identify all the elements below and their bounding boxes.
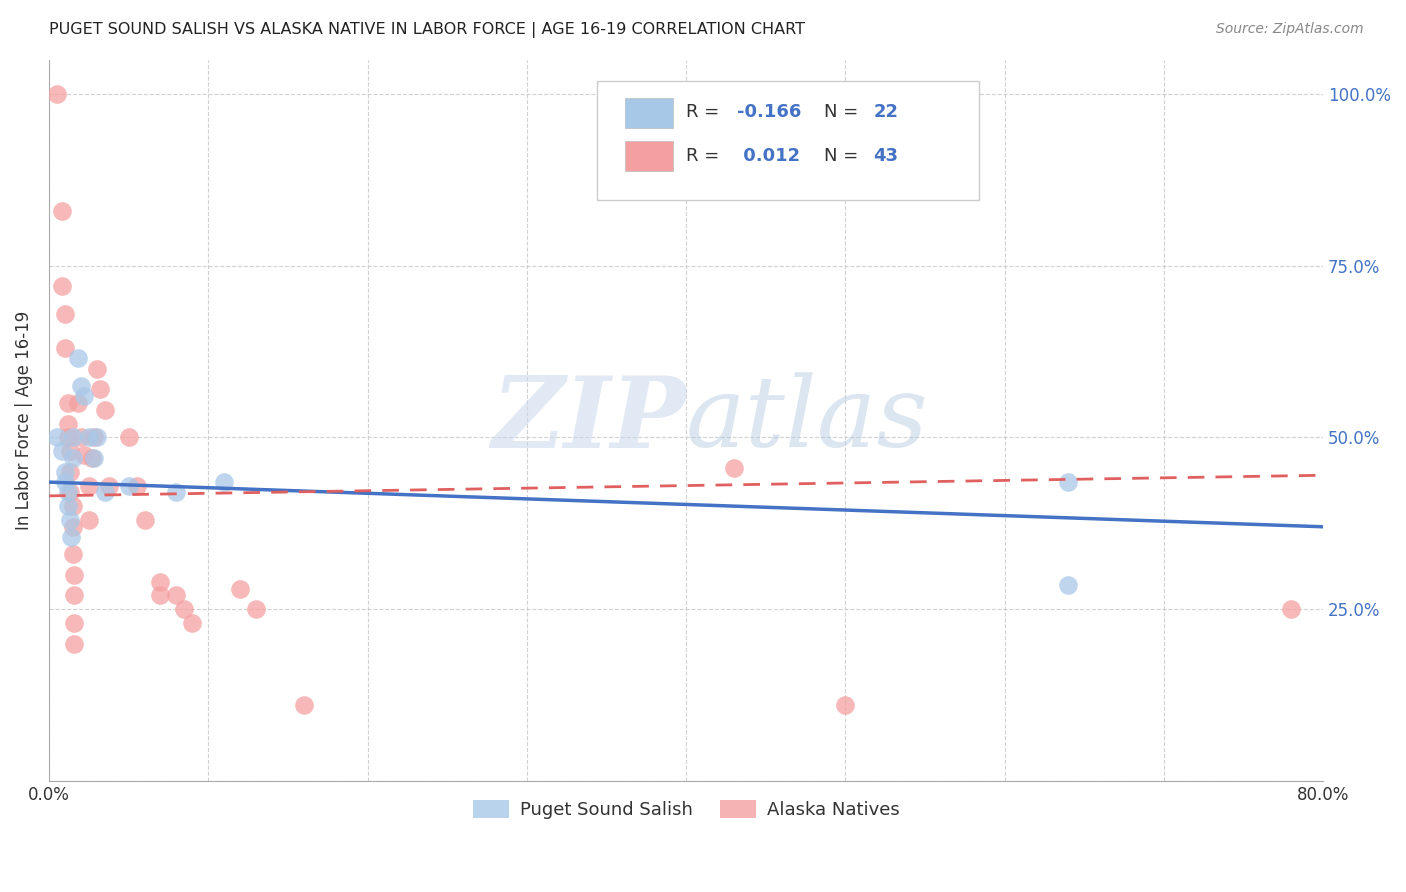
Point bbox=[62, 430, 84, 444]
Point bbox=[86, 430, 108, 444]
FancyBboxPatch shape bbox=[598, 81, 979, 201]
Text: R =: R = bbox=[686, 103, 725, 121]
Point bbox=[53, 341, 76, 355]
Point bbox=[723, 461, 745, 475]
Point bbox=[63, 637, 86, 651]
Point bbox=[98, 478, 121, 492]
Point bbox=[60, 530, 83, 544]
Text: atlas: atlas bbox=[686, 373, 929, 468]
Legend: Puget Sound Salish, Alaska Natives: Puget Sound Salish, Alaska Natives bbox=[465, 792, 907, 826]
Point bbox=[117, 478, 139, 492]
Point bbox=[51, 279, 73, 293]
Text: R =: R = bbox=[686, 146, 725, 164]
Point bbox=[45, 87, 67, 101]
Point bbox=[83, 430, 105, 444]
Point bbox=[59, 465, 82, 479]
Point bbox=[73, 389, 96, 403]
FancyBboxPatch shape bbox=[624, 98, 673, 128]
Point bbox=[56, 499, 79, 513]
Point bbox=[86, 361, 108, 376]
Point bbox=[245, 602, 267, 616]
Point bbox=[73, 448, 96, 462]
Y-axis label: In Labor Force | Age 16-19: In Labor Force | Age 16-19 bbox=[15, 310, 32, 530]
Point bbox=[89, 383, 111, 397]
Point bbox=[212, 475, 235, 490]
Point bbox=[51, 444, 73, 458]
Point bbox=[51, 203, 73, 218]
Point bbox=[117, 430, 139, 444]
Text: -0.166: -0.166 bbox=[737, 103, 801, 121]
Point bbox=[181, 615, 204, 630]
Point bbox=[93, 485, 115, 500]
Point bbox=[165, 485, 187, 500]
Point bbox=[59, 513, 82, 527]
Text: Source: ZipAtlas.com: Source: ZipAtlas.com bbox=[1216, 22, 1364, 37]
Text: 0.012: 0.012 bbox=[737, 146, 800, 164]
Point bbox=[134, 513, 156, 527]
Text: ZIP: ZIP bbox=[491, 372, 686, 468]
Point bbox=[93, 403, 115, 417]
Point bbox=[173, 602, 195, 616]
Text: 43: 43 bbox=[873, 146, 898, 164]
Point bbox=[63, 615, 86, 630]
Point bbox=[62, 520, 84, 534]
Text: PUGET SOUND SALISH VS ALASKA NATIVE IN LABOR FORCE | AGE 16-19 CORRELATION CHART: PUGET SOUND SALISH VS ALASKA NATIVE IN L… bbox=[49, 22, 806, 38]
Point bbox=[229, 582, 252, 596]
Point bbox=[56, 485, 79, 500]
Point bbox=[59, 444, 82, 458]
FancyBboxPatch shape bbox=[624, 141, 673, 171]
Point bbox=[77, 430, 100, 444]
Point bbox=[149, 589, 172, 603]
Point bbox=[1057, 578, 1080, 592]
Point bbox=[125, 478, 148, 492]
Point bbox=[834, 698, 856, 713]
Point bbox=[77, 513, 100, 527]
Point bbox=[69, 430, 91, 444]
Text: 22: 22 bbox=[873, 103, 898, 121]
Point bbox=[56, 430, 79, 444]
Point bbox=[77, 478, 100, 492]
Point bbox=[1279, 602, 1302, 616]
Point bbox=[292, 698, 315, 713]
Point bbox=[56, 396, 79, 410]
Point bbox=[165, 589, 187, 603]
Point bbox=[83, 451, 105, 466]
Point bbox=[63, 589, 86, 603]
Point bbox=[149, 574, 172, 589]
Point bbox=[66, 396, 89, 410]
Point bbox=[56, 417, 79, 431]
Point bbox=[1057, 475, 1080, 490]
Point bbox=[63, 567, 86, 582]
Point bbox=[69, 379, 91, 393]
Point bbox=[80, 451, 103, 466]
Text: N =: N = bbox=[824, 146, 863, 164]
Point bbox=[59, 485, 82, 500]
Point bbox=[66, 351, 89, 366]
Point bbox=[62, 547, 84, 561]
Point bbox=[53, 475, 76, 490]
Text: N =: N = bbox=[824, 103, 863, 121]
Point bbox=[53, 307, 76, 321]
Point bbox=[53, 465, 76, 479]
Point bbox=[62, 451, 84, 466]
Point bbox=[62, 499, 84, 513]
Point bbox=[45, 430, 67, 444]
